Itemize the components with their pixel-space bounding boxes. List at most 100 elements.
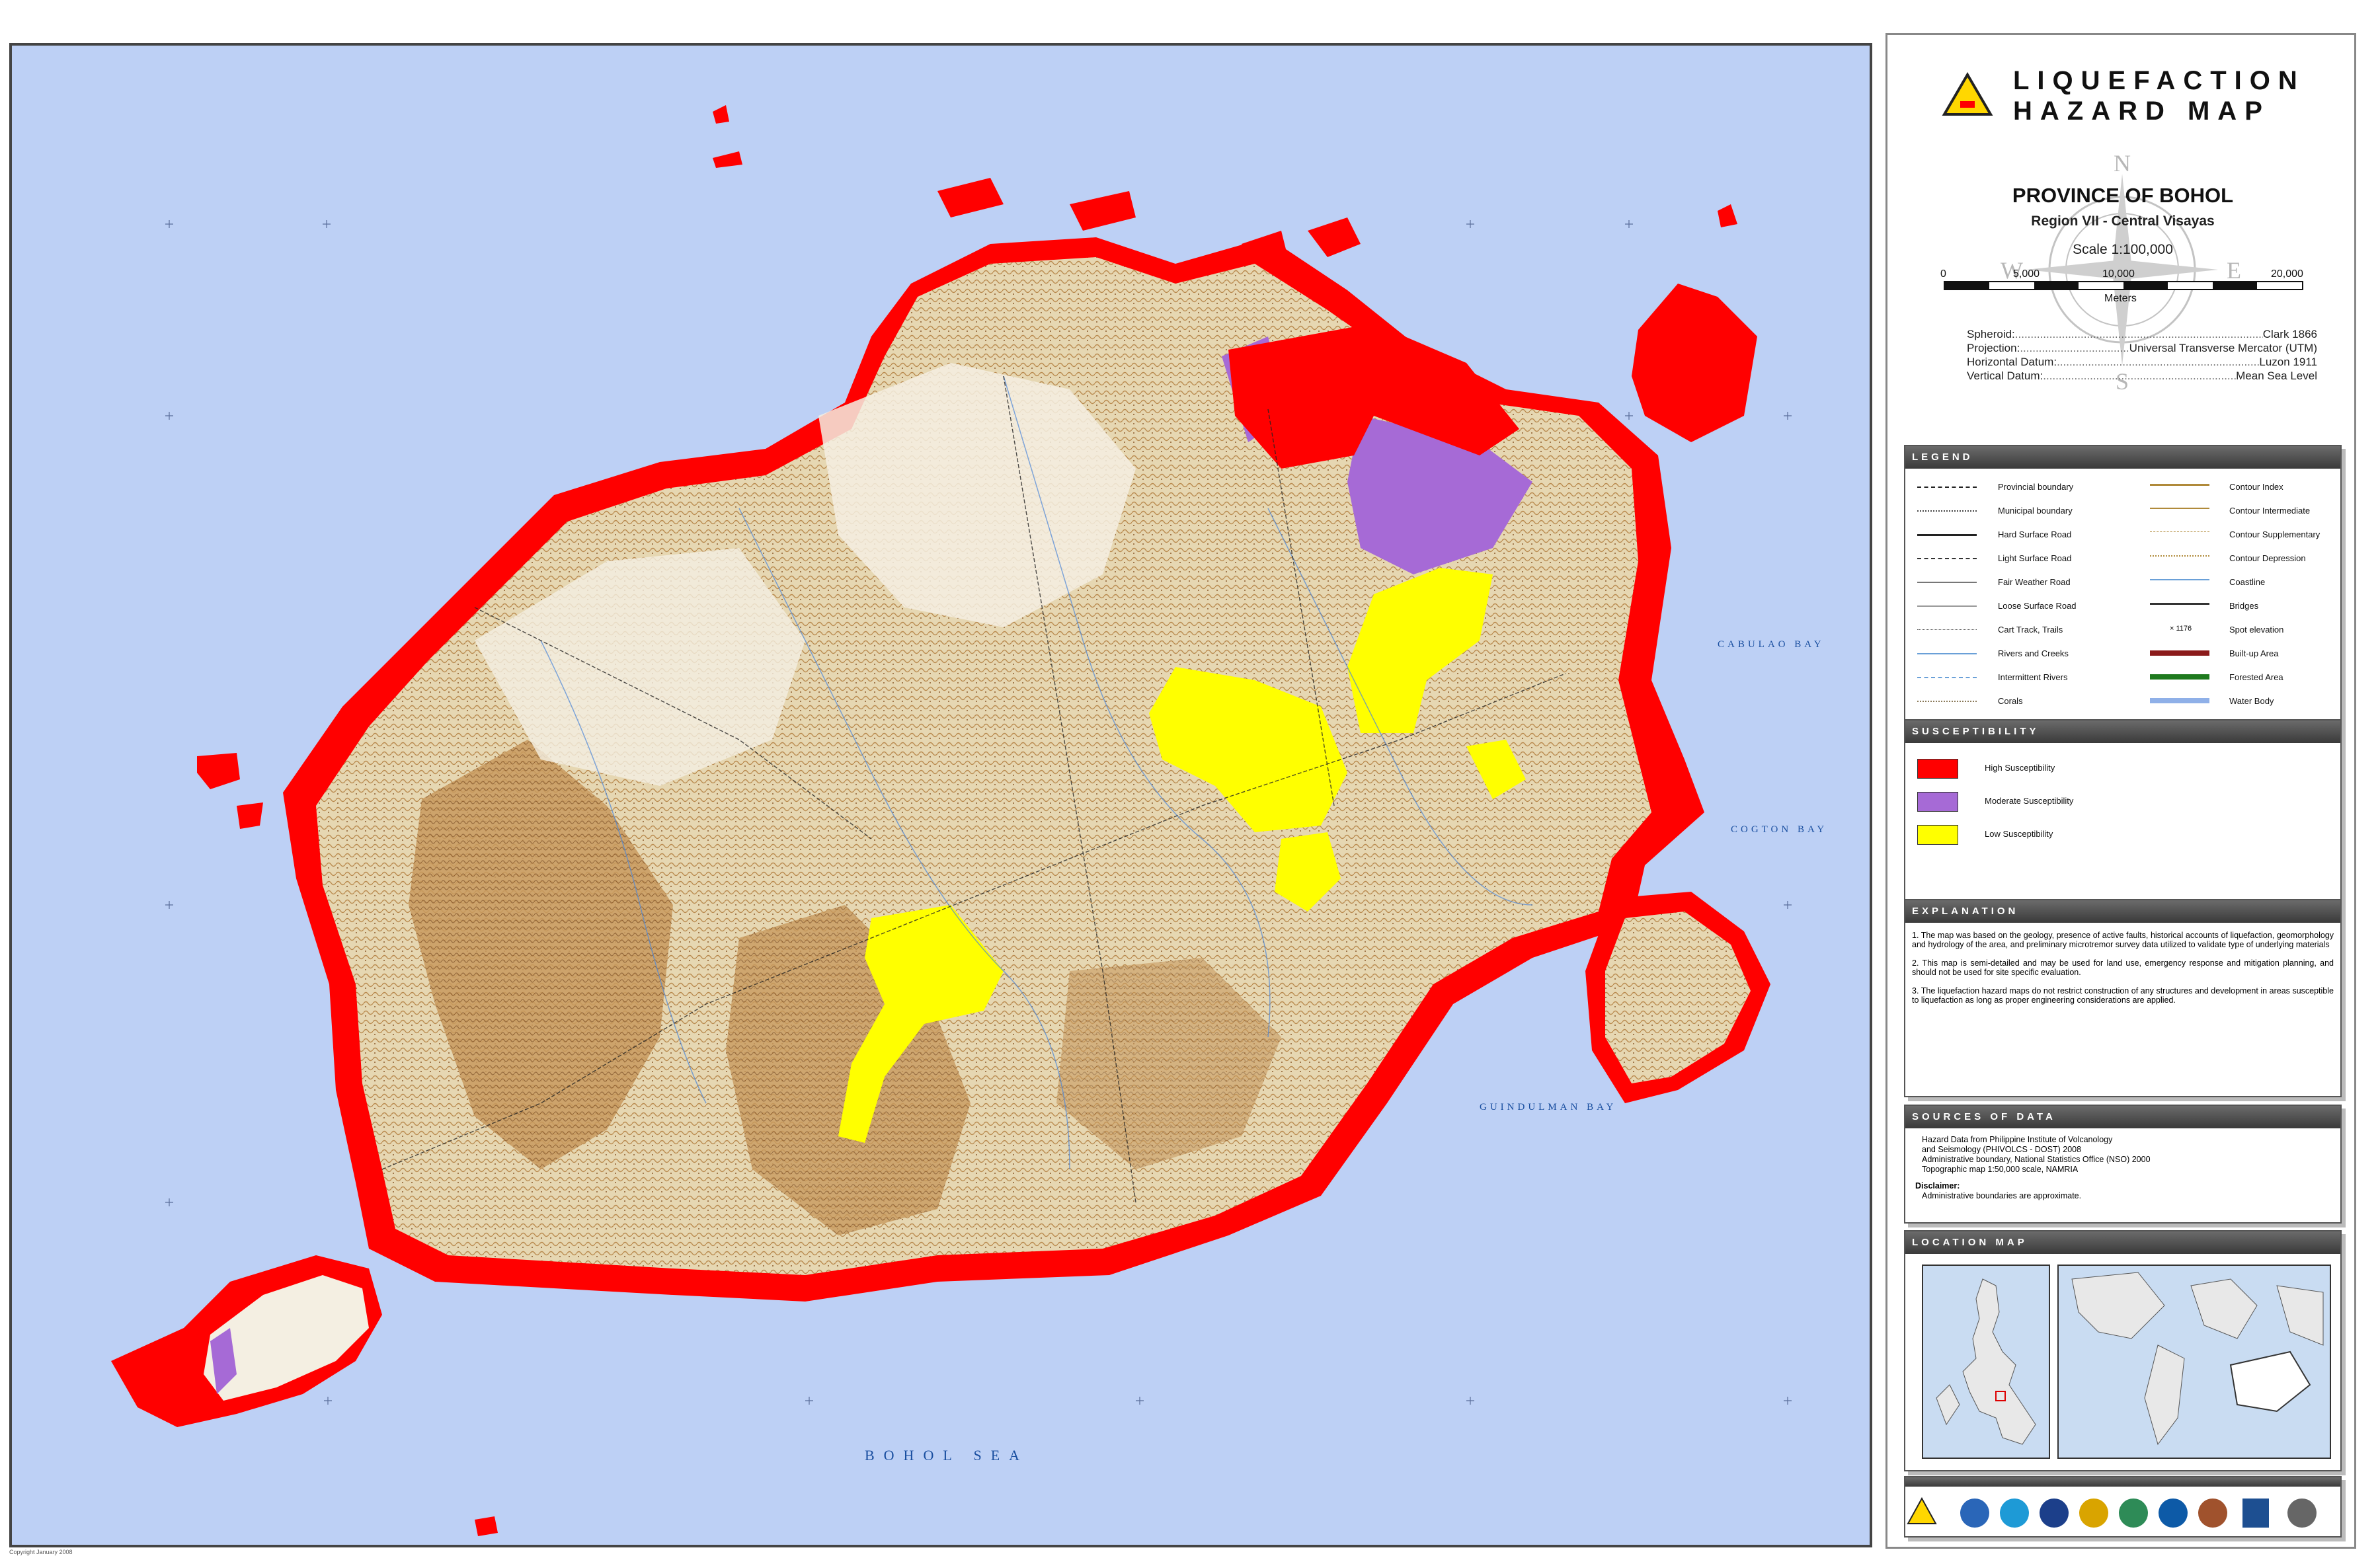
scale-text: Scale 1:100,000 xyxy=(2073,242,2173,257)
island xyxy=(237,802,263,829)
legend-item-label: Water Body xyxy=(2229,696,2274,706)
legend-item-label: Loose Surface Road xyxy=(1998,601,2077,611)
scale-tick-2: 10,000 xyxy=(2102,268,2135,280)
legend-item-label: Light Surface Road xyxy=(1998,553,2072,563)
legend-section: LEGEND Provincial boundary Municipal boun… xyxy=(1904,445,2342,722)
hazard-map-frame[interactable]: CABULAO BAY COGTON BAY GUINDULMAN BAY BO… xyxy=(9,43,1872,1547)
low-susceptibility-zone xyxy=(1347,568,1493,733)
legend-symbol xyxy=(1917,629,1977,630)
legend-symbol xyxy=(1917,677,1977,678)
copyright-note: Copyright January 2008 xyxy=(9,1549,73,1555)
explanation-header: EXPLANATION xyxy=(1905,900,2340,923)
legend-item-label: Contour Supplementary xyxy=(2229,529,2320,539)
datum-block: Spheroid:...............................… xyxy=(1967,327,2317,383)
low-susceptibility-zone xyxy=(838,905,1004,1143)
datum-label: Projection: xyxy=(1967,342,2020,354)
compass-rose-icon: N S E W xyxy=(2001,150,2241,392)
susceptibility-moderate-label: Moderate Susceptibility xyxy=(1985,796,2074,806)
legend-symbol xyxy=(2150,555,2209,557)
moderate-susceptibility-zone xyxy=(1347,416,1532,574)
roads xyxy=(381,375,1566,1203)
susceptibility-header: SUSCEPTIBILITY xyxy=(1905,721,2340,743)
compass-east: E xyxy=(2227,257,2241,284)
island xyxy=(1308,217,1361,257)
legend-symbol xyxy=(1917,534,1977,536)
rivers xyxy=(540,375,1533,1170)
datum-label: Horizontal Datum: xyxy=(1967,356,2057,368)
sources-header: SOURCES OF DATA xyxy=(1905,1106,2340,1128)
eastern-peninsula-land xyxy=(1605,912,1751,1083)
legend-item-label: Cart Track, Trails xyxy=(1998,625,2063,635)
explanation-item: 3. The liquefaction hazard maps do not r… xyxy=(1912,986,2334,1005)
side-panel: LIQUEFACTION HAZARD MAP N S E W PROVINCE… xyxy=(1885,33,2356,1549)
legend-item-label: Fair Weather Road xyxy=(1998,577,2071,587)
legend-item-label: Contour Depression xyxy=(2229,553,2306,563)
location-map-header: LOCATION MAP xyxy=(1905,1231,2340,1254)
agency-logo-icon xyxy=(2198,1499,2227,1528)
swatch-high xyxy=(1917,759,1958,779)
compass-west: W xyxy=(2001,257,2023,284)
grid-ticks xyxy=(165,220,1792,1405)
agency-logo-icon xyxy=(2119,1499,2148,1528)
legend-item-label: Built-up Area xyxy=(2229,648,2279,658)
hazard-warning-icon xyxy=(1942,72,1993,116)
island xyxy=(197,753,240,789)
philippines-inset-map[interactable] xyxy=(1922,1265,2050,1459)
relief-hills xyxy=(409,740,673,1169)
datum-label: Spheroid: xyxy=(1967,328,2015,340)
scale-tick-3: 20,000 xyxy=(2271,268,2303,280)
province-name: PROVINCE OF BOHOL xyxy=(2012,184,2234,207)
scale-tick-1: 5,000 xyxy=(2013,268,2040,280)
datum-row: Projection:.............................… xyxy=(1967,342,2317,354)
region-name: Region VII - Central Visayas xyxy=(2031,214,2215,229)
datum-label: Vertical Datum: xyxy=(1967,370,2043,382)
legend-symbol xyxy=(2150,698,2209,703)
legend-header: LEGEND xyxy=(1905,446,2340,469)
legend-item-label: Contour Intermediate xyxy=(2229,506,2311,516)
legend-symbol xyxy=(1917,582,1977,583)
legend-item-label: Spot elevation xyxy=(2229,625,2284,635)
legend-symbol xyxy=(2150,650,2209,656)
explanation-item: 1. The map was based on the geology, pre… xyxy=(1912,931,2334,949)
source-line: and Seismology (PHIVOLCS - DOST) 2008 xyxy=(1922,1145,2082,1154)
legend-item-label: Coastline xyxy=(2229,577,2266,587)
map-title-line1: LIQUEFACTION xyxy=(2013,66,2305,95)
ndcc-logo-icon xyxy=(2040,1499,2069,1528)
scale-unit: Meters xyxy=(2104,293,2137,304)
datum-value: Universal Transverse Mercator (UTM) xyxy=(2129,342,2317,354)
legend-symbol xyxy=(2150,508,2209,509)
map-title-line2: HAZARD MAP xyxy=(2013,97,2270,126)
panglao-island-land xyxy=(204,1275,369,1401)
island xyxy=(713,105,729,124)
low-susceptibility-zone xyxy=(1466,740,1526,799)
susceptibility-section: SUSCEPTIBILITY High Susceptibility Moder… xyxy=(1904,719,2342,903)
legend-item-label: Rivers and Creeks xyxy=(1998,648,2069,658)
legend-item-label: Hard Surface Road xyxy=(1998,529,2072,539)
relief-lowland xyxy=(475,548,805,786)
low-susceptibility-zone xyxy=(1149,667,1347,832)
location-map-section: LOCATION MAP xyxy=(1904,1230,2342,1471)
compass-north: N xyxy=(2114,150,2131,176)
datum-value: Mean Sea Level xyxy=(2236,370,2317,382)
phivolcs-logo-icon xyxy=(1960,1499,1989,1528)
legend-symbol xyxy=(1917,653,1977,654)
visayas-inset-map[interactable] xyxy=(2057,1265,2331,1459)
water-label-guindulman-bay: GUINDULMAN BAY xyxy=(1480,1102,1616,1112)
legend-symbol xyxy=(1917,701,1977,702)
datum-row: Horizontal Datum:.......................… xyxy=(1967,356,2317,368)
philippines-outline xyxy=(1936,1278,2036,1445)
datum-value: Clark 1866 xyxy=(2262,328,2317,340)
visayas-outline xyxy=(2071,1272,2324,1446)
legend-item-label: Bridges xyxy=(2229,601,2259,611)
source-line: Hazard Data from Philippine Institute of… xyxy=(1922,1135,2113,1144)
datum-row: Vertical Datum:.........................… xyxy=(1967,370,2317,382)
legend-symbol xyxy=(1917,558,1977,559)
swatch-low xyxy=(1917,825,1958,845)
water-label-cogton-bay: COGTON BAY xyxy=(1731,824,1827,835)
island xyxy=(1718,204,1737,227)
agency-logo-icon xyxy=(2159,1499,2188,1528)
scale-tick-0: 0 xyxy=(1940,268,1946,280)
scale-bar xyxy=(1944,281,2303,290)
water-label-bohol-sea: BOHOL SEA xyxy=(865,1447,1029,1463)
legend-symbol xyxy=(2150,531,2209,532)
